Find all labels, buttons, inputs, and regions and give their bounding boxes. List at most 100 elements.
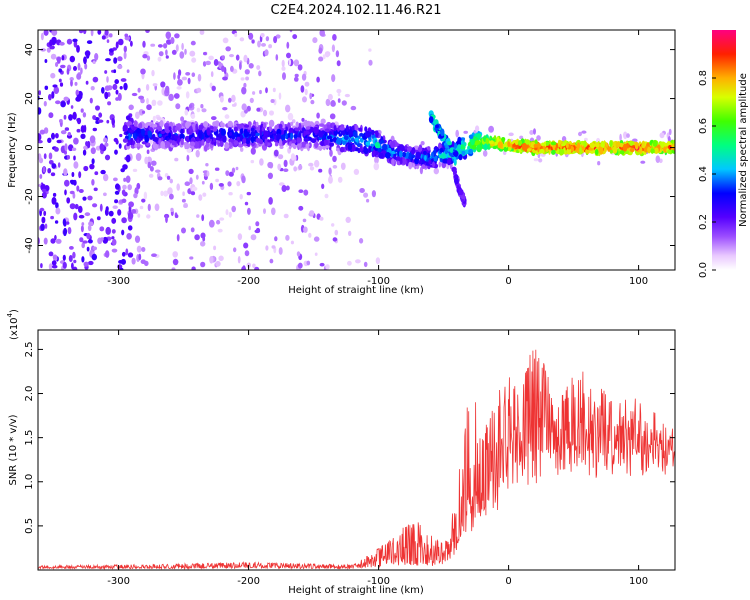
spectrogram-cell — [533, 128, 536, 135]
spectrogram-cell — [163, 43, 168, 49]
spectrogram-cell — [251, 39, 255, 44]
spectrogram-cell — [321, 183, 325, 189]
spectrogram-cell — [190, 191, 196, 196]
spectrogram-cell — [105, 58, 111, 62]
spectrogram-cell — [271, 245, 276, 249]
spectrogram-cell — [200, 261, 206, 268]
spectrogram-cell — [213, 245, 217, 251]
y-tick-label: 1.0 — [24, 474, 35, 490]
spectrogram-cell — [154, 203, 160, 212]
spectrogram-cell — [72, 251, 76, 259]
snr-y-multiplier-close: ) — [9, 309, 20, 313]
spectrogram-cell — [291, 119, 296, 124]
spectrogram-cell — [502, 143, 509, 148]
spectrogram-cell — [55, 202, 59, 209]
spectrogram-cell — [337, 176, 343, 183]
spectrogram-cell — [524, 139, 531, 145]
spectrogram-cell — [213, 59, 219, 66]
spectrogram-cell — [99, 143, 105, 151]
spectrogram-cell — [301, 117, 305, 122]
spectrogram-cell — [615, 141, 621, 148]
spectrogram-cell — [219, 217, 225, 221]
spectrogram-cell — [68, 255, 73, 262]
spectrogram-cell — [418, 160, 423, 165]
spectrogram-cell — [281, 185, 287, 192]
spectrogram-cell — [84, 63, 88, 70]
spectrogram-cell — [51, 163, 57, 169]
spectrogram-cell — [157, 44, 163, 48]
spectrogram-cell — [244, 201, 249, 206]
spectrogram-cell — [70, 79, 73, 87]
spectrogram-cell — [121, 198, 127, 203]
spectrogram-cell — [237, 233, 243, 241]
spectrogram-cell — [411, 147, 416, 154]
snr-panel: -300 -200 -100 0 100 0.5 1.0 1.5 2.0 2.5 Height … — [6, 309, 676, 596]
spectrogram-cell — [108, 33, 113, 38]
spectrogram-cell — [248, 63, 254, 69]
spectrogram-cell — [71, 262, 74, 270]
spectrogram-cell — [339, 146, 345, 153]
spectrogram-cell — [131, 92, 138, 97]
spectrogram-cell — [228, 138, 234, 143]
spectrogram-cell — [581, 130, 587, 134]
spectrogram-cell — [241, 86, 247, 95]
spectrogram-cell — [298, 164, 303, 171]
spectrogram-cell — [350, 105, 357, 111]
spectrogram-cell — [196, 214, 200, 218]
spectrogram-cell — [290, 132, 294, 140]
spectrogram-cell — [371, 129, 375, 136]
spectrogram-cell — [225, 209, 229, 216]
spectrogram-cell — [259, 89, 262, 95]
spectrogram-cell — [54, 234, 57, 241]
spectrogram-cell — [39, 207, 45, 212]
spectrogram-cell — [279, 145, 284, 149]
spectrogram-cell — [122, 138, 128, 143]
spectrogram-cell — [53, 147, 59, 152]
spectrogram-cell — [57, 162, 61, 168]
spectrogram-cell — [49, 39, 53, 47]
spectrogram-cell — [255, 121, 259, 128]
spectrogram-cell — [283, 168, 289, 172]
spectrogram-cell — [497, 141, 503, 149]
spectrogram-cell — [228, 171, 234, 177]
spectrogram-cell — [49, 45, 55, 50]
spectrogram-cell — [264, 49, 269, 56]
spectrogram-cell — [539, 148, 545, 154]
spectrogram-cell — [181, 227, 186, 234]
spectrogram-cell — [442, 158, 448, 164]
spectrogram-cell — [166, 39, 172, 45]
spectrogram-cell — [98, 112, 103, 118]
spectrogram-cell — [123, 177, 127, 182]
spectrogram-cell — [99, 226, 105, 232]
spectrogram-cell — [51, 264, 58, 269]
spectrogram-cell — [62, 261, 67, 269]
spectrogram-cell — [230, 65, 234, 72]
spectrogram-cell — [275, 54, 279, 61]
spectrogram-cell — [241, 175, 246, 184]
spectrogram-cell — [83, 30, 87, 35]
spectrogram-cell — [343, 135, 349, 141]
spectrogram-cell — [460, 140, 464, 145]
snr-y-axis-label: SNR (10 * v/v) — [8, 414, 19, 485]
spectrogram-cell — [66, 155, 70, 160]
spectrogram-cell — [96, 216, 101, 221]
spectrogram-cell — [431, 151, 435, 158]
spectrogram-cell — [55, 133, 59, 139]
spectrogram-cell — [435, 124, 439, 129]
spectrogram-cell — [142, 40, 146, 48]
spectrogram-cell — [101, 35, 106, 40]
spectrogram-cell — [277, 154, 284, 160]
snr-frame — [37, 329, 676, 571]
spectrogram-cell — [258, 70, 262, 77]
spectrogram-cell — [172, 251, 178, 258]
spectrogram-cell — [90, 30, 94, 37]
spectrogram-cell — [89, 97, 93, 104]
y-tick-label: 20 — [24, 92, 35, 105]
spectrogram-cell — [278, 182, 285, 186]
spectrogram-cell — [211, 116, 217, 121]
spectrogram-cell — [527, 148, 531, 152]
spectrogram-cell — [104, 30, 109, 36]
spectrogram-cell — [641, 143, 646, 149]
spectrogram-cell — [263, 130, 269, 136]
spectrogram-cell — [293, 134, 298, 139]
